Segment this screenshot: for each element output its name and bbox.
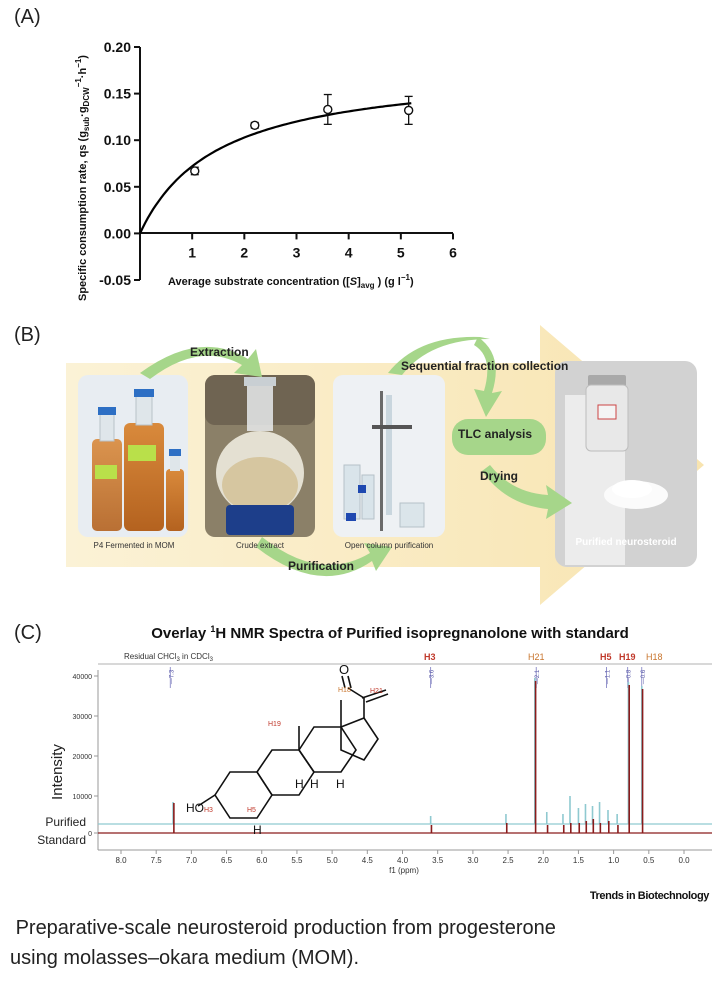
y-tick-label: 0.05 — [104, 179, 131, 195]
data-point — [323, 104, 333, 115]
y-tick-label: 0.00 — [104, 225, 131, 241]
nmr-x-tick-label: 3.0 — [467, 856, 479, 865]
step-purification: Purification — [288, 559, 355, 573]
figure-caption-line1: Preparative-scale neurosteroid productio… — [15, 917, 556, 939]
peak-label-h5: H5 — [600, 652, 612, 662]
figure-caption-line2: using molasses–okara medium (MOM). — [10, 947, 359, 969]
ketone-oxygen-label: O — [339, 662, 349, 677]
photo-purified-neurosteroid — [555, 361, 697, 567]
peak-label-h19: H19 — [619, 652, 636, 662]
photo-fermented-flasks — [78, 375, 188, 537]
x-tick-label: 1 — [188, 244, 196, 260]
step-drying: Drying — [480, 469, 519, 483]
nmr-x-tick-label: 7.5 — [151, 856, 163, 865]
peak-label-h3: H3 — [424, 652, 436, 662]
nmr-x-axis-title: f1 (ppm) — [389, 866, 419, 875]
photo-crude-extract — [205, 375, 315, 537]
peak-label-h18: H18 — [646, 652, 663, 662]
nmr-x-tick-label: 6.5 — [221, 856, 233, 865]
peak-value-label: —1.1 — [606, 669, 612, 684]
x-tick-label: 2 — [240, 244, 248, 260]
hydroxyl-label: HO — [186, 801, 204, 815]
y-tick-label: -0.05 — [99, 272, 131, 288]
panel-c-label: (C) — [14, 622, 42, 644]
panel-c-title: Overlay 1H NMR Spectra of Purified isopr… — [151, 624, 629, 642]
x-tick-label: 4 — [345, 244, 353, 260]
peak-value-label: —3.6 — [430, 669, 436, 684]
nmr-x-tick-label: 4.5 — [362, 856, 374, 865]
nmr-y-tick-label: 40000 — [73, 674, 93, 681]
h-label-5: H — [253, 823, 262, 837]
steroid-structure — [197, 675, 389, 819]
nmr-y-tick-label: 20000 — [73, 754, 93, 761]
mol-h21: H21 — [370, 688, 383, 695]
nmr-x-tick-label: 5.5 — [291, 856, 303, 865]
y-tick-label: 0.15 — [104, 86, 131, 102]
y-tick-label: 0.20 — [104, 39, 131, 55]
nmr-x-tick-label: 0.5 — [643, 856, 655, 865]
nmr-x-tick-label: 8.0 — [115, 856, 127, 865]
x-tick-label: 3 — [293, 244, 301, 260]
h-label-14: H — [336, 777, 345, 791]
x-axis-title: Average substrate concentration ([S]avg … — [168, 273, 414, 290]
panel-a-chart: 0.20 0.15 0.10 0.05 0.00 -0.05 1 2 3 4 5 6 Specifi… — [74, 39, 457, 301]
peak-value-label: —7.3 — [169, 669, 175, 684]
caption-column: Open column purification — [344, 541, 434, 550]
nmr-x-tick-label: 1.5 — [573, 856, 585, 865]
nmr-x-tick-label: 4.0 — [397, 856, 409, 865]
mol-h18: H18 — [338, 687, 351, 694]
mol-h3: H3 — [204, 807, 213, 814]
nmr-x-tick-label: 2.5 — [503, 856, 515, 865]
y-tick-label: 0.10 — [104, 132, 131, 148]
x-tick-label: 5 — [397, 244, 405, 260]
panel-a-label: (A) — [14, 6, 41, 28]
nmr-x-tick-label: 0.0 — [678, 856, 690, 865]
residual-solvent-label: Residual CHCl3 in CDCl3 — [124, 652, 214, 663]
mol-h19: H19 — [268, 721, 281, 728]
panel-b-label: (B) — [14, 324, 41, 346]
nmr-y-tick-label: 0 — [88, 831, 92, 838]
h-label-9: H — [295, 777, 304, 791]
publisher-mark: Trends in Biotechnology — [589, 890, 710, 902]
data-point — [403, 105, 414, 116]
peak-label-h21: H21 — [528, 652, 545, 662]
nmr-x-tick-label: 7.0 — [186, 856, 198, 865]
peak-value-label: —2.1 — [535, 669, 541, 684]
nmr-y-tick-label: 30000 — [73, 714, 93, 721]
nmr-spectrum: Residual CHCl3 in CDCl3 H3 H21 H5 H19 H1… — [37, 652, 712, 875]
x-tick-label: 6 — [449, 244, 457, 260]
nmr-x-tick-label: 3.5 — [432, 856, 444, 865]
step-sequential-collection: Sequential fraction collection — [401, 359, 569, 373]
monod-fit-curve — [139, 102, 412, 234]
peak-value-label: —0.6 — [641, 669, 647, 684]
caption-fermented: P4 Fermented in MOM — [93, 541, 175, 550]
step-extraction: Extraction — [190, 345, 249, 359]
photo-open-column — [333, 375, 445, 537]
nmr-x-tick-label: 5.0 — [327, 856, 339, 865]
panel-b-workflow: Extraction Sequential fraction collectio… — [66, 325, 704, 605]
trace-label-purified: Purified — [45, 815, 86, 829]
y-axis-title: Specific consumption rate, qs (gsub·gDCW… — [74, 55, 91, 301]
nmr-x-tick-label: 6.0 — [256, 856, 268, 865]
nmr-x-tick-label: 2.0 — [538, 856, 550, 865]
data-point — [250, 120, 260, 130]
nmr-x-tick-label: 1.0 — [608, 856, 620, 865]
data-point — [190, 166, 200, 176]
h-label-8: H — [310, 777, 319, 791]
mol-h5: H5 — [247, 807, 256, 814]
workflow-arrows — [140, 336, 572, 577]
step-tlc-analysis: TLC analysis — [458, 427, 533, 441]
peak-value-label: —0.8 — [627, 669, 633, 684]
caption-purified: Purified neurosteroid — [575, 537, 677, 548]
nmr-y-tick-label: 10000 — [73, 794, 93, 801]
nmr-y-axis-title: Intensity — [49, 744, 66, 800]
caption-crude: Crude extract — [235, 541, 285, 550]
trace-label-standard: Standard — [37, 833, 86, 847]
